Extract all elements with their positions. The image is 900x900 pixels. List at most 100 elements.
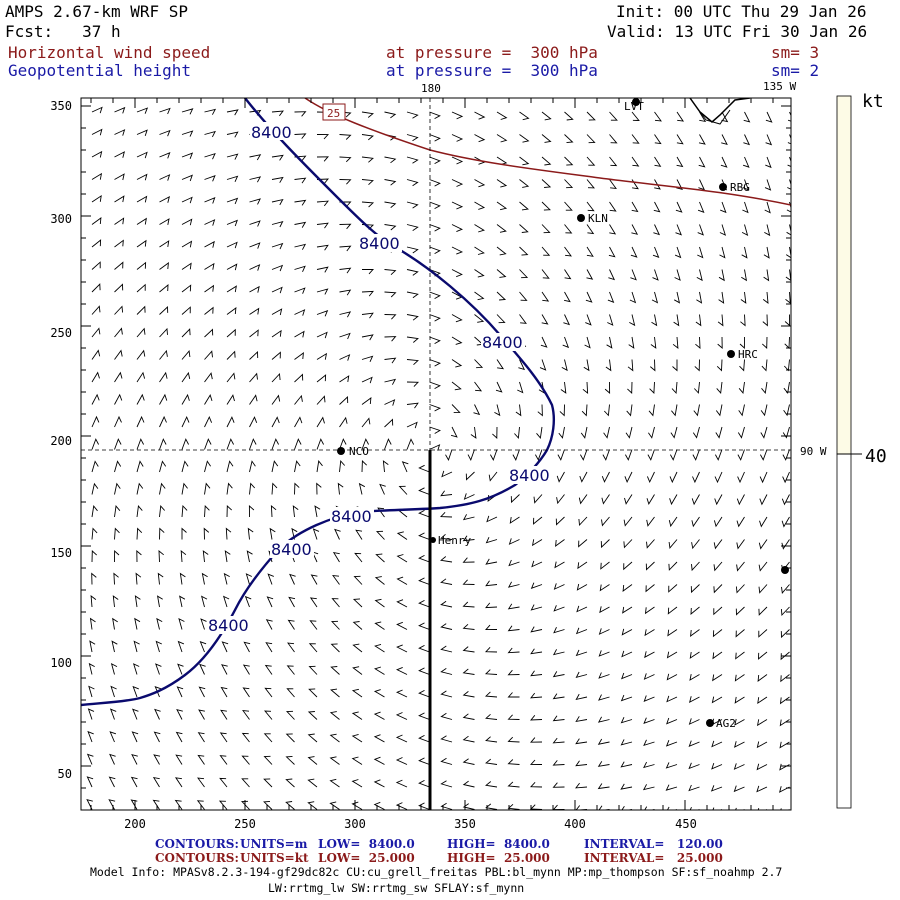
wind-barb bbox=[406, 201, 419, 209]
wind-barb bbox=[87, 730, 94, 743]
wind-barb bbox=[537, 404, 543, 417]
wind-barb bbox=[509, 516, 520, 524]
wind-barb bbox=[740, 291, 747, 304]
wind-barb bbox=[496, 314, 506, 324]
wind-barb bbox=[226, 285, 237, 293]
init-time: Init: 00 UTC Thu 29 Jan 26 bbox=[616, 2, 867, 21]
wind-barb bbox=[698, 134, 706, 145]
wind-barb bbox=[440, 556, 453, 563]
wind-barb bbox=[114, 349, 123, 360]
wind-barb bbox=[88, 685, 95, 698]
lon-label-180: 180 bbox=[421, 82, 441, 95]
wind-barb bbox=[531, 560, 543, 568]
wind-barb bbox=[329, 778, 340, 788]
wind-barb bbox=[246, 550, 253, 563]
wind-barb bbox=[373, 756, 385, 765]
wind-barb bbox=[114, 305, 124, 315]
wind-barb bbox=[648, 404, 655, 417]
wind-barb bbox=[373, 801, 385, 810]
wind-barb bbox=[514, 426, 520, 439]
wind-barb bbox=[114, 261, 124, 270]
wind-barb bbox=[668, 584, 678, 593]
wind-barb bbox=[384, 156, 397, 164]
wind-barb bbox=[671, 381, 678, 395]
wind-barb bbox=[711, 740, 723, 748]
wind-barb bbox=[396, 621, 408, 630]
wind-barb bbox=[759, 471, 768, 484]
wind-barb bbox=[541, 134, 552, 143]
wind-barb bbox=[136, 151, 148, 159]
wind-barb bbox=[674, 246, 682, 259]
wind-barb bbox=[598, 628, 610, 635]
wind-barb bbox=[114, 415, 122, 428]
wind-barb bbox=[586, 269, 594, 280]
wind-barb bbox=[741, 246, 748, 259]
wind-barb bbox=[733, 763, 745, 770]
wind-barb bbox=[159, 505, 166, 518]
wind-barb bbox=[91, 438, 99, 450]
wind-barb bbox=[535, 449, 543, 461]
wind-barb bbox=[780, 674, 790, 683]
wind-barb bbox=[643, 695, 655, 702]
wind-barb bbox=[384, 438, 392, 450]
wind-barb bbox=[88, 662, 95, 675]
wind-barb bbox=[743, 134, 751, 146]
wind-barb bbox=[742, 201, 749, 214]
wind-barb bbox=[114, 129, 126, 136]
wind-barb bbox=[91, 239, 102, 248]
wind-barb bbox=[429, 246, 441, 254]
wind-barb bbox=[86, 799, 93, 810]
wind-barb bbox=[559, 404, 565, 417]
wind-barb bbox=[564, 291, 571, 303]
wind-barb bbox=[374, 643, 385, 653]
wind-barb bbox=[530, 692, 543, 699]
wind-barb bbox=[271, 438, 279, 450]
wind-barb bbox=[91, 172, 103, 180]
wind-barb bbox=[541, 291, 550, 302]
wind-barb bbox=[374, 598, 385, 608]
wind-barb bbox=[561, 359, 568, 372]
wind-barb bbox=[395, 666, 408, 675]
wind-barb bbox=[541, 179, 552, 188]
wind-barb bbox=[756, 763, 768, 771]
wind-barb bbox=[736, 561, 745, 572]
wind-barb bbox=[601, 471, 610, 483]
wind-barb bbox=[691, 494, 700, 506]
wind-barb bbox=[159, 438, 167, 450]
wind-barb bbox=[418, 735, 430, 743]
footer-wind-interval: INTERVAL= 25.000 bbox=[584, 851, 723, 865]
station-label-kln: KLN bbox=[588, 212, 608, 225]
wind-barb bbox=[91, 572, 97, 585]
wind-barb bbox=[375, 530, 385, 540]
wind-barb bbox=[114, 482, 121, 495]
wind-barb bbox=[198, 686, 206, 698]
wind-barb bbox=[249, 285, 260, 293]
wind-barb bbox=[384, 224, 397, 231]
wind-barb bbox=[667, 629, 678, 637]
wind-barb bbox=[654, 134, 662, 145]
wind-barb bbox=[159, 371, 168, 383]
wind-barb bbox=[339, 395, 349, 405]
wind-barb bbox=[695, 336, 701, 349]
wind-barb bbox=[176, 686, 184, 698]
field2-name: Geopotential height bbox=[8, 61, 192, 80]
wind-barb bbox=[756, 785, 768, 793]
wind-barb bbox=[597, 783, 610, 790]
wind-barb bbox=[351, 756, 363, 765]
wind-barb bbox=[263, 755, 273, 765]
wind-barb bbox=[114, 527, 120, 540]
wind-barb bbox=[507, 581, 520, 588]
wind-barb bbox=[609, 134, 618, 144]
wind-barb bbox=[496, 179, 508, 188]
wind-barb bbox=[204, 284, 215, 293]
wind-barb bbox=[418, 510, 430, 518]
wind-barb bbox=[602, 449, 610, 461]
wind-barb bbox=[474, 269, 485, 278]
wind-barb bbox=[249, 460, 256, 473]
wind-barb bbox=[249, 394, 258, 405]
wind-barb bbox=[462, 735, 475, 743]
wind-barb bbox=[759, 516, 768, 528]
wind-barb bbox=[429, 134, 441, 142]
contour-label: 8400 bbox=[482, 333, 523, 352]
wind-barb bbox=[179, 595, 186, 608]
